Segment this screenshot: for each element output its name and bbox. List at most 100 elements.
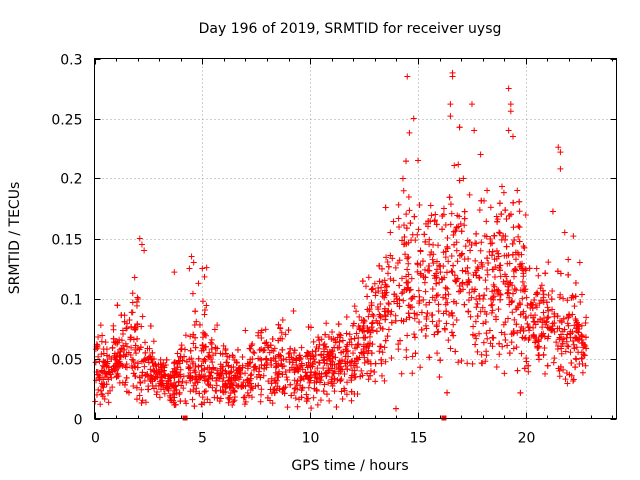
- data-point: [353, 355, 360, 362]
- data-point: [433, 270, 440, 277]
- data-point: [489, 343, 496, 350]
- data-point: [538, 332, 545, 339]
- data-point: [478, 259, 485, 266]
- data-point: [343, 348, 350, 355]
- data-point: [530, 331, 537, 338]
- data-point: [332, 339, 339, 346]
- data-point: [132, 372, 139, 379]
- data-point: [418, 309, 425, 316]
- data-point: [377, 314, 384, 321]
- data-point: [268, 380, 275, 387]
- data-point: [130, 382, 137, 389]
- data-point: [564, 380, 571, 387]
- data-point: [264, 342, 271, 349]
- data-point: [140, 357, 147, 364]
- data-point: [214, 394, 221, 401]
- data-point: [385, 299, 392, 306]
- data-point: [435, 308, 442, 315]
- data-point: [498, 211, 505, 218]
- data-point: [544, 362, 551, 369]
- data-point-outlier: [410, 115, 417, 122]
- data-point: [435, 301, 442, 308]
- data-point: [510, 290, 517, 297]
- data-point: [505, 315, 512, 322]
- data-point: [251, 350, 258, 357]
- data-point: [329, 348, 336, 355]
- data-point: [162, 361, 169, 368]
- data-point: [108, 374, 115, 381]
- data-point: [385, 326, 392, 333]
- data-point: [139, 397, 146, 404]
- data-point: [430, 260, 437, 267]
- data-point: [136, 392, 143, 399]
- data-point: [540, 291, 547, 298]
- data-point: [431, 331, 438, 338]
- data-point: [412, 237, 419, 244]
- data-point-outlier: [561, 229, 568, 236]
- data-point: [321, 381, 328, 388]
- data-point: [372, 378, 379, 385]
- data-point: [275, 337, 282, 344]
- data-point: [192, 369, 199, 376]
- data-point: [325, 379, 332, 386]
- data-point: [207, 381, 214, 388]
- data-point: [515, 223, 522, 230]
- data-point: [559, 336, 566, 343]
- data-point: [189, 396, 196, 403]
- data-point: [138, 386, 145, 393]
- data-point: [504, 342, 511, 349]
- data-point: [545, 291, 552, 298]
- data-point: [166, 392, 173, 399]
- data-point: [237, 374, 244, 381]
- data-point: [213, 382, 220, 389]
- data-point: [566, 371, 573, 378]
- data-point: [197, 374, 204, 381]
- data-point: [476, 292, 483, 299]
- data-point: [545, 259, 552, 266]
- data-point: [332, 354, 339, 361]
- data-point: [464, 264, 471, 271]
- data-point: [293, 361, 300, 368]
- data-point: [567, 349, 574, 356]
- data-point: [493, 316, 500, 323]
- data-point: [390, 218, 397, 225]
- data-point: [213, 387, 220, 394]
- data-point: [453, 247, 460, 254]
- data-point: [411, 315, 418, 322]
- data-point: [385, 263, 392, 270]
- data-point: [456, 177, 463, 184]
- data-point: [187, 373, 194, 380]
- data-point: [365, 347, 372, 354]
- data-point: [331, 375, 338, 382]
- data-point: [298, 394, 305, 401]
- data-point: [198, 347, 205, 354]
- data-point: [474, 300, 481, 307]
- data-point: [483, 285, 490, 292]
- data-point: [320, 388, 327, 395]
- data-point: [459, 280, 466, 287]
- data-point: [506, 350, 513, 357]
- data-point: [404, 266, 411, 273]
- data-point: [448, 309, 455, 316]
- data-point: [392, 405, 399, 412]
- data-point: [116, 379, 123, 386]
- data-point: [387, 229, 394, 236]
- data-point: [579, 369, 586, 376]
- data-point: [246, 377, 253, 384]
- data-point: [545, 333, 552, 340]
- data-point: [201, 377, 208, 384]
- data-point: [381, 277, 388, 284]
- data-point: [174, 364, 181, 371]
- data-point-outlier: [190, 259, 197, 266]
- data-point: [309, 348, 316, 355]
- data-point: [510, 199, 517, 206]
- data-point: [218, 371, 225, 378]
- data-point: [310, 394, 317, 401]
- data-point: [236, 365, 243, 372]
- data-point: [554, 325, 561, 332]
- data-point: [444, 243, 451, 250]
- data-point: [457, 220, 464, 227]
- data-point: [277, 352, 284, 359]
- data-point: [530, 324, 537, 331]
- data-point: [469, 331, 476, 338]
